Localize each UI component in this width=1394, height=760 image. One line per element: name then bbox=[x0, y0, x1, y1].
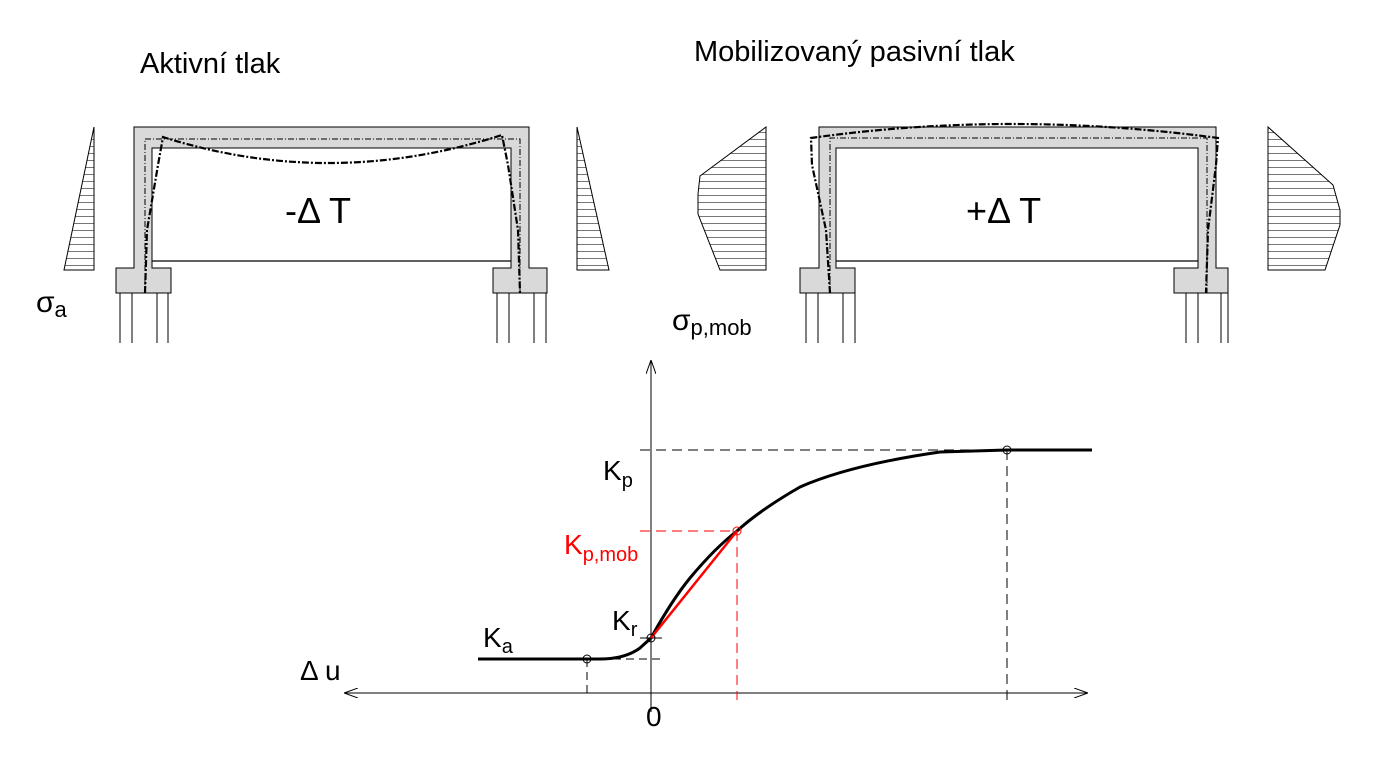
left-frame: -Δ T σa bbox=[36, 126, 610, 343]
kr-label: Kr bbox=[612, 605, 638, 641]
earth-pressure-curve bbox=[478, 448, 1092, 661]
right-piles bbox=[805, 293, 1229, 343]
kpmob-point bbox=[732, 526, 742, 536]
ka-label: Ka bbox=[483, 622, 514, 658]
left-piles bbox=[119, 293, 547, 343]
kp-label: Kp bbox=[603, 455, 633, 492]
left-deformed-shape bbox=[143, 133, 522, 294]
active-pressure-diagram bbox=[63, 126, 95, 271]
right-frame-axis bbox=[829, 137, 1208, 293]
title-active-pressure: Aktivní tlak bbox=[140, 48, 281, 80]
kr-point bbox=[646, 633, 656, 643]
ka-point bbox=[582, 654, 592, 664]
secant-line bbox=[650, 530, 738, 639]
title-passive-pressure: Mobilizovaný pasivní tlak bbox=[694, 36, 1015, 68]
active-pressure-diagram-right bbox=[576, 126, 610, 271]
right-deformed-shape bbox=[809, 122, 1220, 294]
sigma-p-mob-label: σp,mob bbox=[672, 304, 752, 340]
right-frame-body bbox=[799, 126, 1229, 294]
passive-pressure-diagram-left bbox=[697, 126, 767, 271]
origin-label: 0 bbox=[646, 701, 662, 732]
passive-pressure-diagram-right bbox=[1267, 125, 1341, 271]
left-frame-temp: -Δ T bbox=[285, 190, 351, 231]
pressure-displacement-graph: Kp Kp,mob Kr Ka Δ u 0 bbox=[300, 360, 1092, 732]
right-frame: +Δ T σp,mob bbox=[672, 122, 1341, 343]
delta-u-label: Δ u bbox=[300, 655, 341, 686]
right-frame-temp: +Δ T bbox=[966, 190, 1041, 231]
sigma-a-label: σa bbox=[36, 286, 68, 322]
left-frame-axis bbox=[144, 138, 521, 293]
kp-point bbox=[1002, 445, 1012, 455]
kpmob-label: Kp,mob bbox=[564, 529, 638, 566]
